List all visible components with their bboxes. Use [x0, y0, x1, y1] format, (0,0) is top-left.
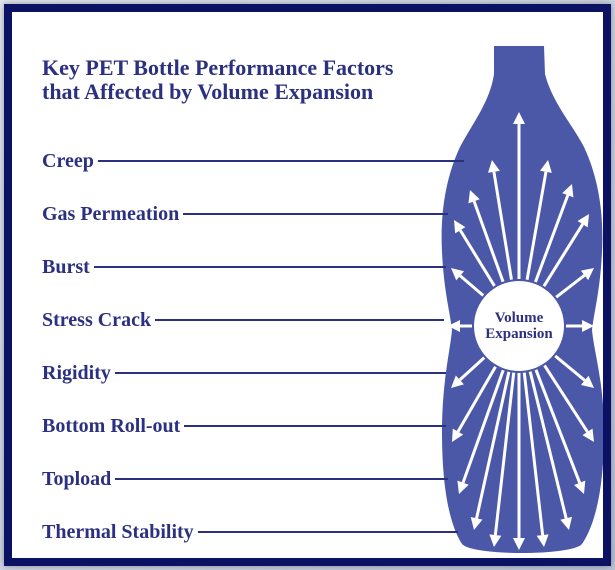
connector-line [198, 531, 458, 534]
connector-line [184, 425, 446, 428]
factor-label: Stress Crack [42, 309, 151, 332]
center-label: Volume Expansion [476, 310, 562, 342]
factor-row: Bottom Roll-out [42, 413, 446, 439]
factor-label: Topload [42, 468, 111, 491]
factor-label: Bottom Roll-out [42, 415, 180, 438]
page: Key PET Bottle Performance Factors that … [0, 0, 615, 570]
factor-row: Stress Crack [42, 307, 444, 333]
connector-line [98, 160, 464, 163]
factor-row: Burst [42, 254, 446, 280]
factor-label: Rigidity [42, 362, 111, 385]
factor-label: Burst [42, 256, 90, 279]
connector-line [183, 213, 448, 216]
factor-row: Creep [42, 148, 464, 174]
connector-line [115, 372, 446, 375]
connector-line [115, 478, 448, 481]
factor-row: Topload [42, 466, 448, 492]
factor-row: Thermal Stability [42, 519, 458, 545]
factor-label: Gas Permeation [42, 203, 179, 226]
connector-line [155, 319, 444, 322]
factor-label: Thermal Stability [42, 521, 194, 544]
panel: Key PET Bottle Performance Factors that … [4, 4, 611, 566]
factor-label: Creep [42, 150, 94, 173]
factor-row: Rigidity [42, 360, 446, 386]
factor-row: Gas Permeation [42, 201, 448, 227]
connector-line [94, 266, 446, 269]
